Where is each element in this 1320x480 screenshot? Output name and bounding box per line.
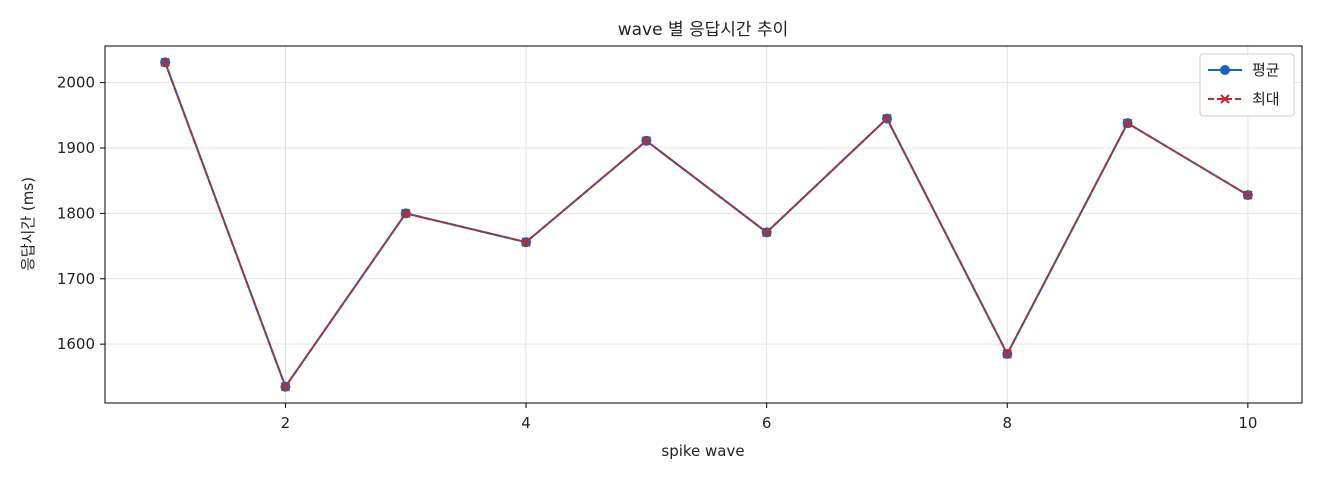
marker-stroke	[160, 57, 170, 68]
x-axis-label: spike wave	[661, 442, 744, 460]
legend-marker	[1220, 94, 1230, 104]
series-line-2	[164, 61, 1249, 388]
chart-title: wave 별 응답시간 추이	[618, 20, 789, 40]
legend-frame	[1199, 53, 1295, 117]
marker-stroke	[1122, 118, 1133, 128]
y-tick-label: 1900	[57, 139, 95, 157]
data-point	[882, 113, 892, 124]
legend-label: 최대	[1252, 90, 1280, 108]
marker-stroke	[1243, 190, 1253, 200]
marker-stroke	[761, 227, 772, 238]
y-tick-label: 1800	[57, 204, 95, 222]
data-point	[761, 227, 772, 238]
data-point	[641, 136, 652, 146]
x-tick-label: 8	[1002, 414, 1012, 432]
x-tick-label: 10	[1238, 414, 1257, 432]
marker-stroke	[401, 208, 411, 219]
y-tick-label: 2000	[57, 74, 95, 92]
legend-item: 최대	[1208, 90, 1280, 108]
data-point	[401, 208, 411, 219]
data-point	[1002, 349, 1012, 359]
marker-stroke	[882, 113, 892, 124]
grid	[105, 46, 1302, 403]
series-layer	[160, 57, 1253, 392]
x-tick-label: 2	[281, 414, 291, 432]
x-axis-ticks: 2 4 6 8 10	[281, 403, 1257, 432]
data-point	[1122, 118, 1133, 128]
series-line-1	[164, 61, 1249, 388]
marker-stroke	[1002, 349, 1012, 359]
legend-marker	[1220, 65, 1230, 75]
y-tick-label: 1600	[57, 335, 95, 353]
y-tick-label: 1700	[57, 270, 95, 288]
plot-area-frame	[104, 45, 1303, 404]
marker-stroke	[641, 136, 652, 146]
marker-stroke	[521, 237, 531, 247]
data-point	[280, 381, 291, 392]
marker-stroke	[280, 381, 291, 392]
y-axis-ticks: 1600 1700 1800 1900 2000	[57, 74, 105, 353]
data-point	[521, 237, 531, 247]
data-point	[1243, 190, 1253, 200]
legend-item: 평균	[1208, 61, 1280, 79]
x-tick-label: 6	[762, 414, 772, 432]
y-axis-label: 응답시간 (ms)	[19, 177, 37, 271]
legend-label: 평균	[1252, 61, 1280, 79]
data-point	[160, 57, 170, 68]
x-tick-label: 4	[521, 414, 531, 432]
